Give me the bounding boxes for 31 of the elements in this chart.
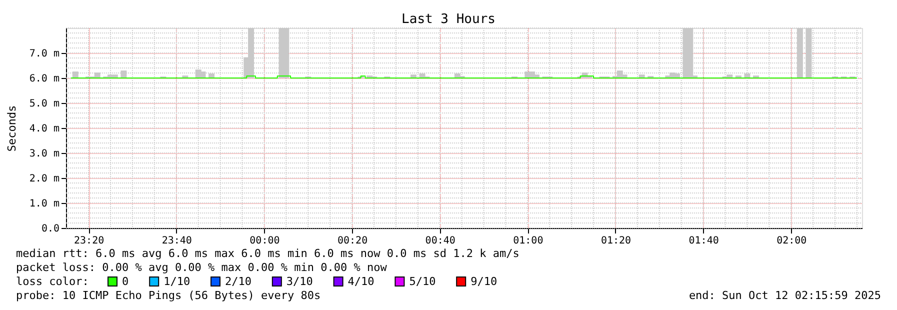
y-tick-label: 7.0 m bbox=[29, 48, 60, 60]
text: probe: 10 ICMP Echo Pings (56 Bytes) every 80s bbox=[16, 289, 321, 302]
chart-title: Last 3 Hours bbox=[402, 12, 496, 27]
y-tick-label: 0.0 bbox=[41, 224, 60, 234]
y-tick-label: 2.0 m bbox=[29, 174, 60, 184]
legend-label: 5/10 bbox=[409, 275, 436, 288]
x-tick-label: 23:40 bbox=[162, 236, 192, 246]
y-tick-label: 3.0 m bbox=[29, 148, 60, 160]
text: median rtt: 6.0 ms avg 6.0 ms max 6.0 ms min 6.0 ms now 0.0 ms sd 1.2 k am/s bbox=[16, 247, 520, 260]
legend-label: 3/10 bbox=[286, 275, 313, 288]
y-tick-label: 4.0 m bbox=[29, 124, 60, 134]
x-tick-label: 01:00 bbox=[513, 236, 544, 246]
y-axis-title: Seconds bbox=[5, 105, 18, 152]
x-tick-label: 00:00 bbox=[250, 236, 280, 246]
x-tick-label: 02:00 bbox=[776, 236, 807, 246]
legend-label: 4/10 bbox=[348, 275, 374, 288]
text: end: Sun Oct 12 02:15:59 2025 bbox=[688, 289, 881, 302]
text: packet loss: 0.00 % avg 0.00 % max 0.00 % min 0.00 % now bbox=[16, 261, 388, 274]
legend-title: loss color: bbox=[16, 275, 89, 288]
x-tick-label: 00:40 bbox=[425, 236, 456, 246]
x-tick-label: 00:20 bbox=[337, 236, 368, 246]
legend-label: 9/10 bbox=[470, 275, 498, 288]
legend-label: 2/10 bbox=[225, 275, 252, 288]
y-tick-label: 1.0 m bbox=[29, 198, 60, 210]
x-tick-label: 01:20 bbox=[600, 236, 632, 246]
legend-label: 0 bbox=[122, 275, 129, 288]
legend-label: 1/10 bbox=[164, 275, 190, 288]
y-tick-label: 6.0 m bbox=[29, 74, 60, 84]
y-tick-label: 5.0 m bbox=[29, 98, 60, 110]
x-tick-label: 23:20 bbox=[74, 236, 104, 246]
x-tick-label: 01:40 bbox=[688, 236, 719, 246]
